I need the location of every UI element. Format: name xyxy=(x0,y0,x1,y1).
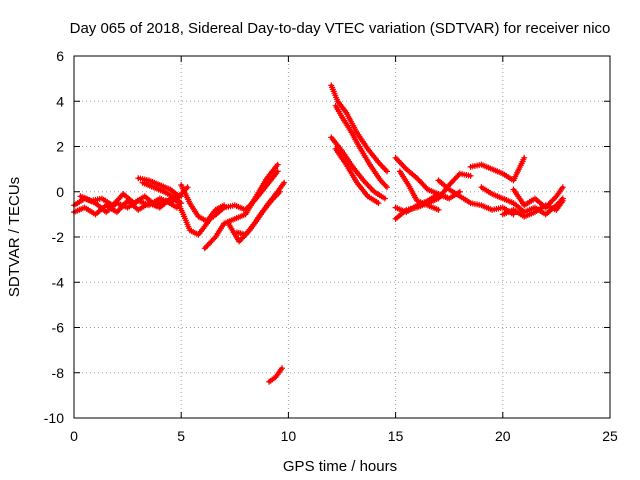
x-axis-label: GPS time / hours xyxy=(283,458,397,475)
series-arc-7 xyxy=(178,182,228,225)
axis-ticks: 0 5 10 15 20 25 -10 -8 -6 -4 -2 0 2 4 6 xyxy=(44,48,618,444)
x-tick-label: 5 xyxy=(177,428,185,444)
series-markers xyxy=(178,182,228,225)
series-arc-13 xyxy=(328,82,390,175)
x-tick-label: 10 xyxy=(281,428,297,444)
series-markers xyxy=(328,134,388,202)
x-tick-label: 15 xyxy=(388,428,404,444)
series-arc-22 xyxy=(467,154,528,184)
y-tick-label: 6 xyxy=(56,48,64,64)
series-markers xyxy=(332,145,382,207)
y-tick-label: -2 xyxy=(52,229,65,245)
series-markers xyxy=(392,188,463,216)
x-tick-label: 0 xyxy=(70,428,78,444)
series-arc-3 xyxy=(77,191,180,211)
plot-frame xyxy=(73,55,611,419)
series-markers xyxy=(266,365,285,385)
series-arc-15 xyxy=(328,134,388,202)
series-arc-20 xyxy=(392,188,463,216)
series-arc-14 xyxy=(332,102,390,191)
series-markers xyxy=(332,102,390,191)
x-tick-label: 20 xyxy=(495,428,511,444)
chart-title: Day 065 of 2018, Sidereal Day-to-day VTE… xyxy=(70,20,611,37)
y-tick-label: 2 xyxy=(56,139,64,155)
y-tick-label: -8 xyxy=(52,365,65,381)
series-markers xyxy=(135,175,183,200)
series-markers xyxy=(77,191,180,211)
series-arc-12 xyxy=(266,365,285,385)
series-markers xyxy=(499,197,566,220)
grid-lines xyxy=(74,56,610,418)
series-arc-11 xyxy=(233,179,288,238)
series-arc-16 xyxy=(332,145,382,207)
series-markers xyxy=(328,82,390,175)
series-arc-9 xyxy=(210,168,281,220)
data-series xyxy=(71,82,566,385)
y-tick-label: -10 xyxy=(44,410,64,426)
y-tick-label: 0 xyxy=(56,184,64,200)
series-markers xyxy=(435,177,517,218)
series-markers xyxy=(233,179,288,238)
series-markers xyxy=(210,168,281,220)
series-arc-25 xyxy=(499,197,566,220)
x-tick-label: 25 xyxy=(602,428,618,444)
y-axis-label: SDTVAR / TECUs xyxy=(6,177,23,297)
series-arc-4 xyxy=(135,175,183,200)
series-arc-21 xyxy=(435,177,517,218)
y-tick-label: -4 xyxy=(52,274,65,290)
y-tick-label: -6 xyxy=(52,320,65,336)
series-markers xyxy=(467,154,528,184)
y-tick-label: 4 xyxy=(56,93,64,109)
